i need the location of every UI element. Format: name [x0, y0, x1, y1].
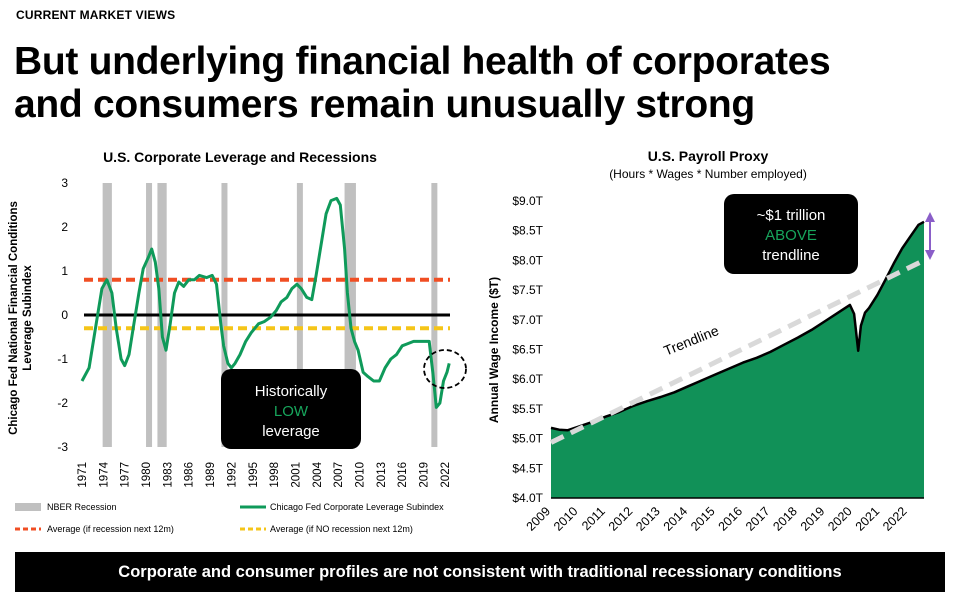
legend-label-leverage: Chicago Fed Corporate Leverage Subindex: [270, 502, 444, 512]
payroll-chart: U.S. Payroll Proxy (Hours * Wages * Numb…: [487, 148, 935, 534]
leverage-x-tick-label: 2019: [419, 462, 431, 488]
payroll-y-tick-label: $6.5T: [512, 343, 543, 357]
payroll-x-tick-label: 2013: [633, 504, 663, 534]
title-line-2: and consumers remain unusually strong: [14, 83, 755, 126]
callout-line-3: trendline: [762, 247, 820, 264]
payroll-x-tick-label: 2020: [825, 504, 855, 534]
payroll-y-tick-label: $7.0T: [512, 313, 543, 327]
payroll-x-tick-label: 2017: [743, 504, 773, 534]
leverage-y-tick-label: 3: [61, 176, 68, 190]
leverage-ylabel: Chicago Fed National Financial Condition…: [8, 201, 34, 435]
leverage-x-tick-label: 1986: [184, 462, 196, 488]
legend-label-recession: NBER Recession: [47, 502, 117, 512]
footer-banner: Corporate and consumer profiles are not …: [15, 552, 945, 592]
callout-line-1: Historically: [255, 383, 328, 400]
payroll-y-tick-label: $5.0T: [512, 432, 543, 446]
leverage-y-tick-label: -3: [57, 440, 68, 454]
callout-line-3: leverage: [262, 423, 320, 440]
leverage-x-tick-label: 1977: [120, 462, 132, 488]
above-trend-callout-box: [724, 194, 858, 274]
leverage-ylabel-line-1: Chicago Fed National Financial Condition…: [8, 201, 20, 435]
callout-line-2: ABOVE: [765, 227, 817, 244]
callout-line-2: LOW: [274, 403, 309, 420]
leverage-y-tick-label: 2: [61, 220, 68, 234]
payroll-ylabel: Annual Wage Income ($T): [487, 277, 501, 423]
payroll-y-tick-label: $4.5T: [512, 461, 543, 475]
leverage-x-tick-label: 2007: [333, 462, 345, 488]
leverage-x-tick-label: 1971: [77, 462, 89, 488]
leverage-y-tick-label: 0: [61, 308, 68, 322]
recent-dip-highlight-circle: [423, 349, 467, 389]
leverage-x-tick-label: 2022: [440, 462, 452, 488]
payroll-x-tick-label: 2014: [661, 504, 691, 534]
payroll-x-tick-label: 2018: [770, 504, 800, 534]
leverage-legend: NBER Recession Chicago Fed Corporate Lev…: [15, 502, 444, 534]
gap-arrow-head-up: [925, 212, 935, 222]
leverage-x-tick-label: 2004: [312, 461, 324, 487]
payroll-x-tick-label: 2016: [716, 504, 746, 534]
payroll-x-tick-label: 2009: [524, 504, 554, 534]
leverage-chart: U.S. Corporate Leverage and Recessions C…: [8, 149, 467, 534]
leverage-x-tick-label: 2001: [290, 462, 302, 488]
leverage-x-tick-label: 2010: [355, 462, 367, 488]
payroll-y-tick-label: $7.5T: [512, 283, 543, 297]
low-leverage-callout: Historically LOW leverage: [221, 369, 361, 449]
gap-arrow-head-down: [925, 250, 935, 260]
leverage-x-tick-label: 1983: [162, 462, 174, 488]
low-leverage-callout-box: [221, 369, 361, 449]
above-trend-callout: ~$1 trillion ABOVE trendline: [724, 194, 858, 274]
trendline: [549, 258, 926, 445]
leverage-x-tick-label: 1974: [98, 461, 110, 487]
leverage-x-tick-label: 1998: [269, 462, 281, 488]
payroll-x-tick-label: 2015: [688, 504, 718, 534]
payroll-x-tick-label: 2019: [798, 504, 828, 534]
payroll-y-ticks: $9.0T $8.5T $8.0T $7.5T $7.0T $6.5T $6.0T $5.5T…: [512, 194, 543, 505]
leverage-ylabel-line-2: Leverage Subindex: [22, 265, 34, 371]
leverage-x-tick-label: 1989: [205, 462, 217, 488]
payroll-y-tick-label: $5.5T: [512, 402, 543, 416]
payroll-chart-subtitle: (Hours * Wages * Number employed): [609, 167, 807, 181]
payroll-area: [551, 221, 924, 499]
payroll-x-tick-label: 2012: [606, 504, 636, 534]
gap-double-arrow: [925, 212, 935, 260]
leverage-x-tick-label: 1995: [248, 462, 260, 488]
payroll-x-ticks: 2009201020112012201320142015201620172018…: [524, 504, 910, 534]
payroll-y-tick-label: $8.0T: [512, 253, 543, 267]
leverage-x-tick-label: 1980: [141, 462, 153, 488]
trendline-label: Trendline: [661, 322, 721, 359]
payroll-y-tick-label: $6.0T: [512, 372, 543, 386]
legend-label-avg-no-recession: Average (if NO recession next 12m): [270, 524, 413, 534]
leverage-x-ticks: 1971 1974 1977 1980 1983 1986 1989 1992 1995 1998…: [77, 461, 452, 487]
leverage-chart-title: U.S. Corporate Leverage and Recessions: [103, 149, 377, 165]
leverage-series-line: [80, 196, 451, 409]
payroll-x-tick-label: 2010: [551, 504, 581, 534]
legend-label-avg-recession: Average (if recession next 12m): [47, 524, 174, 534]
title-line-1: But underlying financial health of corpo…: [14, 40, 831, 83]
payroll-y-tick-label: $9.0T: [512, 194, 543, 208]
leverage-y-tick-label: 1: [61, 264, 68, 278]
callout-line-1: ~$1 trillion: [757, 207, 826, 224]
page-title: But underlying financial health of corpo…: [14, 40, 964, 126]
leverage-x-tick-label: 1992: [226, 462, 238, 488]
eyebrow-label: CURRENT MARKET VIEWS: [16, 8, 176, 22]
payroll-y-tick-label: $8.5T: [512, 224, 543, 238]
leverage-x-tick-label: 2016: [397, 462, 409, 488]
payroll-x-tick-label: 2011: [579, 504, 608, 533]
leverage-y-tick-label: -2: [57, 396, 68, 410]
leverage-y-ticks: 3 2 1 0 -1 -2 -3: [57, 176, 68, 454]
leverage-y-tick-label: -1: [57, 352, 68, 366]
payroll-chart-title: U.S. Payroll Proxy: [648, 148, 769, 164]
legend-swatch-recession: [15, 503, 41, 511]
leverage-x-tick-label: 2013: [376, 462, 388, 488]
payroll-x-tick-label: 2022: [880, 504, 910, 534]
payroll-y-tick-label: $4.0T: [512, 491, 543, 505]
payroll-x-tick-label: 2021: [853, 504, 883, 534]
